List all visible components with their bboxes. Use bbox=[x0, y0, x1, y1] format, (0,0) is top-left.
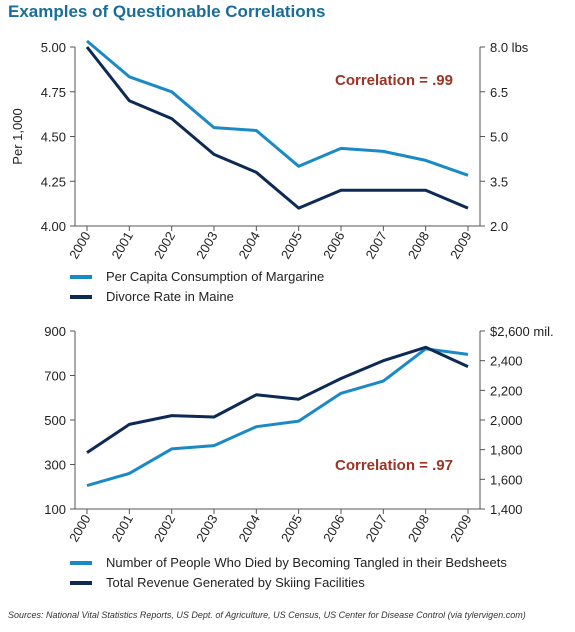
chart2-left-tick-label: 900 bbox=[44, 324, 66, 339]
chart1-x-tick-label: 2004 bbox=[235, 229, 262, 262]
chart1-x-tick-label: 2000 bbox=[66, 229, 93, 262]
legend-item-skiing: Total Revenue Generated by Skiing Facili… bbox=[70, 575, 365, 590]
legend-item-margarine: Per Capita Consumption of Margarine bbox=[70, 269, 324, 284]
chart2-right-tick-label: 1,600 bbox=[490, 472, 523, 487]
legend-item-divorce: Divorce Rate in Maine bbox=[70, 289, 234, 304]
legend-swatch-divorce bbox=[70, 294, 92, 299]
chart2-x-tick-label: 2000 bbox=[66, 512, 93, 545]
chart1-left-tick-label: 4.50 bbox=[41, 130, 66, 145]
chart1-x-tick-label: 2007 bbox=[362, 229, 389, 262]
chart2-left-tick-label: 700 bbox=[44, 369, 66, 384]
chart2-right-tick-label: 1,800 bbox=[490, 443, 523, 458]
chart2-left-tick-label: 500 bbox=[44, 413, 66, 428]
chart1-left-tick-label: 5.00 bbox=[41, 40, 66, 55]
chart2-left-tick-label: 300 bbox=[44, 458, 66, 473]
chart2-x-tick-label: 2009 bbox=[447, 512, 474, 545]
chart2-series-skiing-revenue-line bbox=[86, 345, 469, 454]
legend-item-bedsheets: Number of People Who Died by Becoming Ta… bbox=[70, 555, 507, 570]
legend-swatch-margarine bbox=[70, 274, 92, 279]
chart1-left-tick-label: 4.25 bbox=[41, 174, 66, 189]
chart1-series-margarine-line bbox=[86, 39, 469, 177]
chart1-series-divorce-maine-line bbox=[85, 46, 469, 210]
chart1-x-tick-label: 2003 bbox=[193, 229, 220, 262]
chart2-x-tick-label: 2006 bbox=[320, 512, 347, 545]
legend-swatch-skiing bbox=[70, 580, 92, 585]
chart1-right-tick-label: 2.0 bbox=[490, 219, 508, 234]
chart2-series-bedsheet-deaths-line bbox=[86, 347, 469, 488]
chart1-right-tick-label: 6.5 bbox=[490, 85, 508, 100]
chart1-left-tick-label: 4.75 bbox=[41, 85, 66, 100]
chart2-x-tick-label: 2002 bbox=[151, 512, 178, 545]
chart2-correlation-annotation: Correlation = .97 bbox=[335, 457, 453, 474]
chart1-left-tick-label: 4.00 bbox=[41, 219, 66, 234]
legend-label-divorce: Divorce Rate in Maine bbox=[106, 289, 234, 304]
chart1-right-tick-label: 5.0 bbox=[490, 130, 508, 145]
chart1-right-tick-label: 3.5 bbox=[490, 174, 508, 189]
chart2-x-tick-label: 2001 bbox=[108, 512, 135, 545]
chart1-y-axis-title: Per 1,000 bbox=[10, 108, 25, 164]
chart2-x-tick-label: 2005 bbox=[278, 512, 305, 545]
chart2-right-tick-label: 2,000 bbox=[490, 413, 523, 428]
chart1-x-tick-label: 2006 bbox=[320, 229, 347, 262]
chart2-right-tick-label: 1,400 bbox=[490, 502, 523, 517]
chart1-x-tick-label: 2001 bbox=[108, 229, 135, 262]
chart2-x-tick-label: 2003 bbox=[193, 512, 220, 545]
page-title: Examples of Questionable Correlations bbox=[8, 2, 326, 21]
chart2-x-tick-label: 2008 bbox=[405, 512, 432, 545]
legend-label-margarine: Per Capita Consumption of Margarine bbox=[106, 269, 325, 284]
chart2-right-tick-label: 2,400 bbox=[490, 354, 523, 369]
chart1-x-tick-label: 2005 bbox=[278, 229, 305, 262]
chart1-x-tick-label: 2009 bbox=[447, 229, 474, 262]
legend-label-bedsheets: Number of People Who Died by Becoming Ta… bbox=[106, 555, 507, 570]
chart2-x-tick-label: 2004 bbox=[235, 512, 262, 545]
source-note: Sources: National Vital Statistics Repor… bbox=[8, 610, 526, 620]
chart1-correlation-annotation: Correlation = .99 bbox=[335, 72, 453, 89]
chart1-x-tick-label: 2008 bbox=[405, 229, 432, 262]
chart1-right-tick-label: 8.0 lbs bbox=[490, 40, 529, 55]
chart2-right-tick-label: 2,200 bbox=[490, 383, 523, 398]
chart2-right-tick-label: $2,600 mil. bbox=[490, 324, 554, 339]
chart2-left-tick-label: 100 bbox=[44, 502, 66, 517]
chart2-x-tick-label: 2007 bbox=[362, 512, 389, 545]
chart1-x-tick-label: 2002 bbox=[151, 229, 178, 262]
legend-label-skiing: Total Revenue Generated by Skiing Facili… bbox=[106, 575, 365, 590]
legend-swatch-bedsheets bbox=[70, 560, 92, 565]
